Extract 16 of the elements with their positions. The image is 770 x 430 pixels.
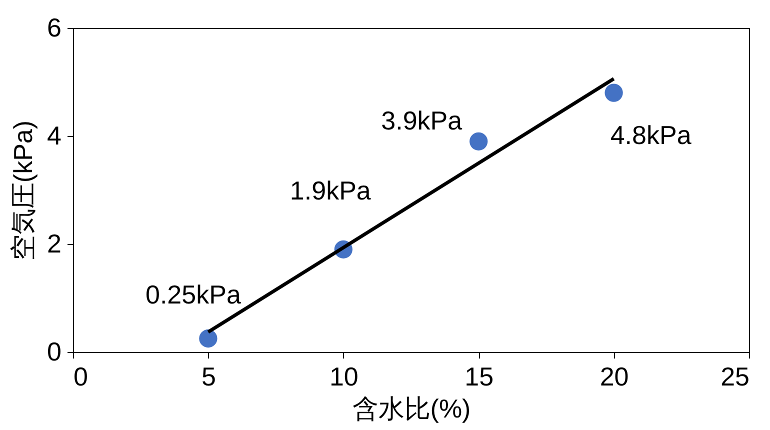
y-axis-title: 空気圧(kPa) — [8, 120, 38, 261]
y-tick-label: 2 — [47, 228, 62, 258]
y-tick-label: 6 — [47, 12, 62, 42]
annotation: 4.8kPa — [610, 120, 692, 150]
x-tick-label: 25 — [720, 362, 750, 392]
x-tick-label: 20 — [600, 362, 629, 392]
annotation: 1.9kPa — [290, 175, 372, 206]
y-tick-label: 4 — [47, 120, 62, 150]
x-tick-label: 10 — [329, 362, 358, 392]
x-axis-title: 含水比(%) — [352, 394, 471, 424]
annotation: 0.25kPa — [145, 280, 242, 310]
annotation: 3.9kPa — [381, 105, 463, 136]
x-tick-label: 0 — [74, 362, 88, 392]
x-tick-label: 15 — [464, 362, 494, 392]
y-tick-label: 0 — [47, 336, 62, 366]
x-tick-label: 5 — [201, 362, 216, 392]
